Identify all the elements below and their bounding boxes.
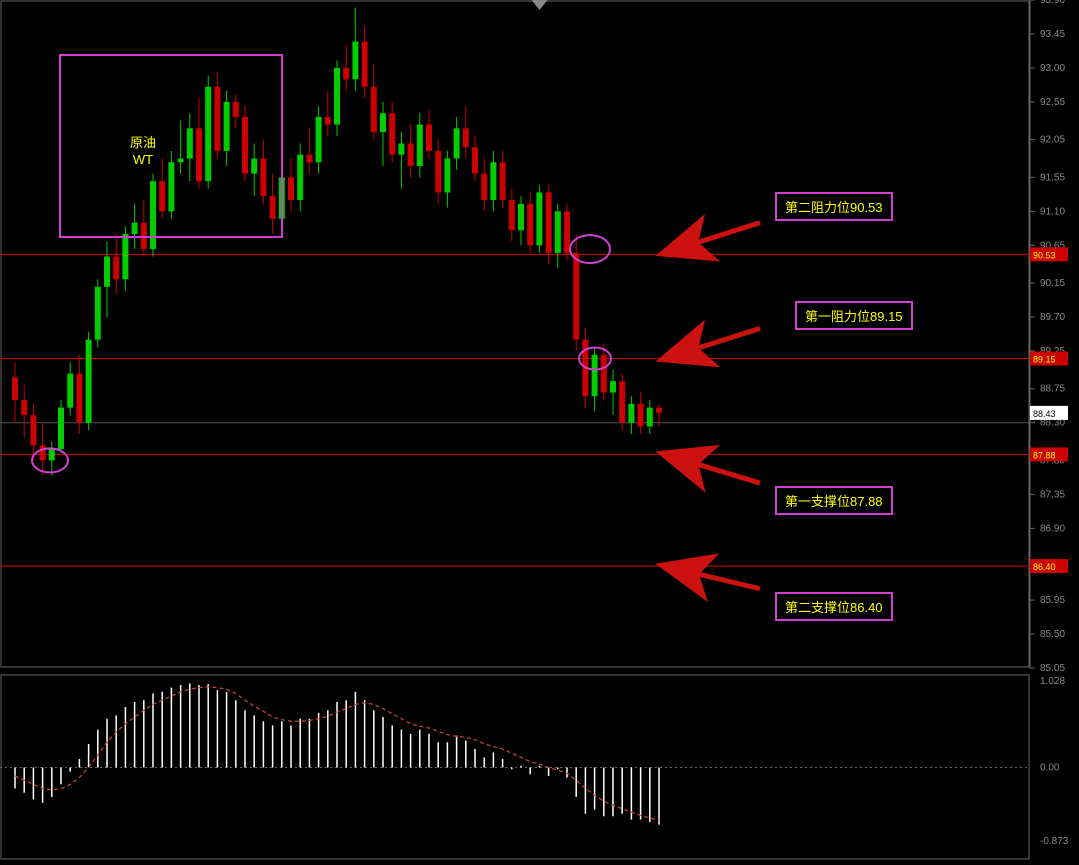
svg-text:88.75: 88.75: [1040, 384, 1065, 395]
svg-text:93.90: 93.90: [1040, 0, 1065, 6]
svg-text:87.88: 87.88: [1033, 450, 1056, 460]
svg-text:86.40: 86.40: [1033, 562, 1056, 572]
svg-text:91.10: 91.10: [1040, 206, 1065, 217]
svg-text:93.45: 93.45: [1040, 29, 1065, 40]
svg-text:89.70: 89.70: [1040, 312, 1065, 323]
svg-text:89.15: 89.15: [1033, 355, 1056, 365]
annotation-support-1: 第一支撑位87.88: [775, 486, 893, 515]
svg-text:86.90: 86.90: [1040, 523, 1065, 534]
svg-text:90.15: 90.15: [1040, 278, 1065, 289]
svg-text:0.00: 0.00: [1040, 763, 1060, 774]
svg-text:91.55: 91.55: [1040, 172, 1065, 183]
svg-text:1.028: 1.028: [1040, 676, 1065, 687]
svg-text:90.53: 90.53: [1033, 250, 1056, 260]
svg-text:92.55: 92.55: [1040, 97, 1065, 108]
chart-container: 85.0585.5085.9586.4086.9087.3587.8088.30…: [0, 0, 1079, 865]
chart-svg[interactable]: 85.0585.5085.9586.4086.9087.3587.8088.30…: [0, 0, 1079, 865]
title-line2: WT: [133, 152, 153, 167]
annotation-resistance-1: 第一阻力位89.15: [795, 301, 913, 330]
svg-text:92.05: 92.05: [1040, 135, 1065, 146]
svg-text:85.50: 85.50: [1040, 629, 1065, 640]
svg-text:87.35: 87.35: [1040, 489, 1065, 500]
annotation-support-2: 第二支撑位86.40: [775, 592, 893, 621]
svg-text:88.43: 88.43: [1033, 409, 1056, 419]
title-line1: 原油: [130, 135, 156, 150]
svg-text:85.95: 85.95: [1040, 595, 1065, 606]
svg-text:-0.873: -0.873: [1040, 836, 1069, 847]
chart-title-label: 原油 WT: [130, 135, 156, 169]
annotation-resistance-2: 第二阻力位90.53: [775, 192, 893, 221]
svg-text:85.05: 85.05: [1040, 663, 1065, 674]
svg-text:93.00: 93.00: [1040, 63, 1065, 74]
